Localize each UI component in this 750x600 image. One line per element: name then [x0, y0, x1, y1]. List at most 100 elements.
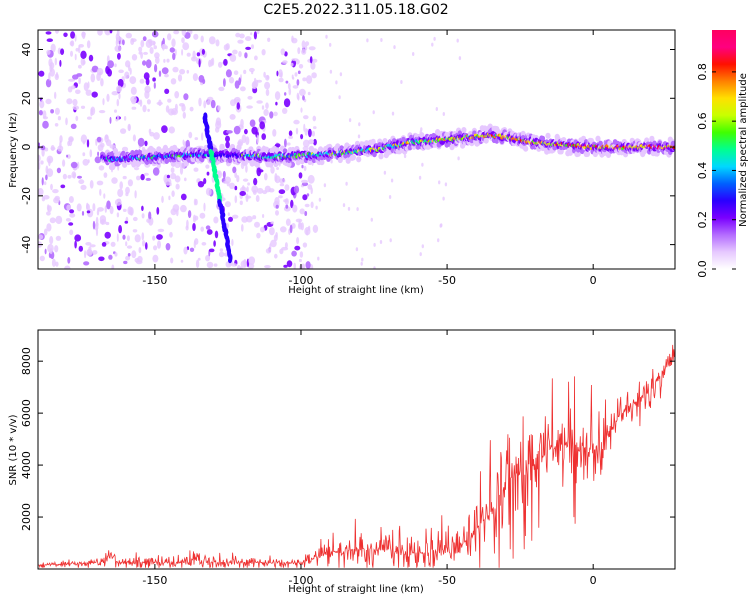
heatmap-speckle	[444, 182, 448, 187]
heatmap-speckle	[122, 175, 127, 180]
heatmap-speckle	[55, 30, 59, 34]
heatmap-speckle	[312, 224, 319, 233]
heatmap-ridge-cell	[540, 135, 546, 142]
heatmap-speckle	[118, 225, 122, 234]
heatmap-speckle	[213, 240, 216, 247]
heatmap-speckle	[297, 94, 300, 101]
heatmap-speckle	[241, 224, 244, 232]
heatmap-speckle	[240, 260, 248, 268]
heatmap-speckle	[189, 106, 194, 112]
heatmap-speckle	[198, 97, 202, 107]
heatmap-speckle	[172, 52, 176, 61]
heatmap-speckle	[215, 39, 220, 47]
heatmap-speckle	[300, 107, 303, 113]
heatmap-speckle	[180, 204, 187, 213]
heatmap-speckle	[180, 259, 184, 263]
heatmap-speckle	[54, 73, 59, 81]
heatmap-speckle	[132, 134, 136, 142]
heatmap-speckle	[391, 111, 395, 116]
heatmap-speckle	[274, 143, 281, 148]
heatmap-speckle	[299, 88, 306, 96]
heatmap-speckle	[236, 102, 240, 110]
heatmap-speckle	[154, 52, 160, 59]
heatmap-speckle	[311, 130, 315, 137]
heatmap-speckle	[373, 266, 376, 269]
heatmap-speckle	[100, 78, 104, 87]
heatmap-speckle	[59, 59, 62, 67]
heatmap-speckle	[307, 184, 313, 190]
heatmap-speckle	[263, 71, 266, 78]
heatmap-speckle	[91, 91, 98, 98]
heatmap-speckle	[304, 203, 310, 208]
colorbar-tick-label: 0.8	[696, 63, 709, 81]
heatmap-speckle	[116, 30, 120, 37]
heatmap-speckle	[134, 234, 141, 243]
heatmap-speckle	[159, 163, 162, 168]
heatmap-ridge-cell	[595, 135, 601, 142]
heatmap-speckle	[229, 114, 236, 120]
heatmap-ridge-cell	[382, 138, 388, 145]
heatmap-speckle	[55, 261, 59, 267]
heatmap-speckle	[234, 80, 240, 89]
heatmap-speckle	[194, 137, 199, 141]
heatmap-speckle	[80, 105, 86, 110]
heatmap-speckle	[80, 184, 87, 190]
heatmap-speckle	[208, 36, 216, 45]
heatmap-speckle	[272, 129, 277, 137]
heatmap-speckle	[54, 91, 57, 99]
heatmap-speckle	[125, 186, 130, 194]
heatmap-speckle	[195, 259, 200, 268]
heatmap-speckle	[86, 210, 91, 214]
heatmap-speckle	[302, 194, 308, 201]
heatmap-speckle	[87, 249, 93, 255]
heatmap-speckle	[217, 105, 221, 111]
heatmap-speckle	[137, 137, 145, 147]
heatmap-speckle	[169, 182, 172, 187]
heatmap-speckle	[92, 250, 98, 255]
heatmap-speckle	[69, 213, 76, 218]
heatmap-speckle	[286, 260, 293, 268]
heatmap-speckle	[348, 118, 352, 123]
heatmap-speckle	[284, 198, 289, 205]
heatmap-speckle	[96, 209, 100, 216]
heatmap-speckle	[264, 265, 271, 269]
heatmap-speckle	[198, 58, 201, 68]
heatmap-speckle	[143, 172, 149, 176]
heatmap-ridge-cell	[482, 125, 488, 132]
heatmap-speckle	[86, 139, 90, 148]
heatmap-ridge-cell	[520, 130, 526, 137]
heatmap-speckle	[104, 134, 109, 143]
heatmap-panel: -150 -100 -50 0 -40 -20 0 20 40 Height of straig…	[8, 29, 676, 296]
heatmap-speckle	[261, 105, 265, 110]
heatmap-speckle	[142, 36, 147, 42]
heatmap-speckle	[126, 245, 133, 249]
heatmap-speckle	[85, 242, 92, 246]
heatmap-speckle	[290, 199, 294, 209]
heatmap-speckle	[210, 99, 216, 109]
heatmap-speckle	[144, 140, 148, 147]
heatmap-speckle	[38, 188, 44, 196]
heatmap-speckle	[192, 50, 196, 59]
heatmap-speckle	[126, 235, 130, 242]
heatmap-ridge-cell	[219, 143, 225, 150]
heatmap-speckle	[285, 218, 291, 226]
heatmap-speckle	[225, 135, 230, 143]
heatmap-speckle	[120, 128, 127, 134]
heatmap-speckle	[158, 99, 162, 107]
heatmap-speckle	[291, 250, 297, 257]
heatmap-speckle	[288, 130, 293, 137]
heatmap-speckle	[70, 123, 77, 129]
heatmap-speckle	[144, 85, 151, 94]
heatmap-speckle	[302, 77, 307, 82]
heatmap-speckle	[288, 87, 292, 96]
heatmap-speckle	[169, 231, 173, 238]
heatmap-speckle	[82, 152, 86, 157]
heatmap-speckle	[183, 246, 188, 255]
heatmap-speckle	[256, 134, 260, 144]
heatmap-speckle	[68, 78, 75, 82]
heatmap-speckle	[141, 205, 144, 211]
heatmap-speckle	[390, 178, 394, 183]
heatmap-speckle	[248, 256, 256, 265]
heatmap-speckle	[147, 108, 150, 112]
heatmap-speckle	[114, 45, 122, 52]
